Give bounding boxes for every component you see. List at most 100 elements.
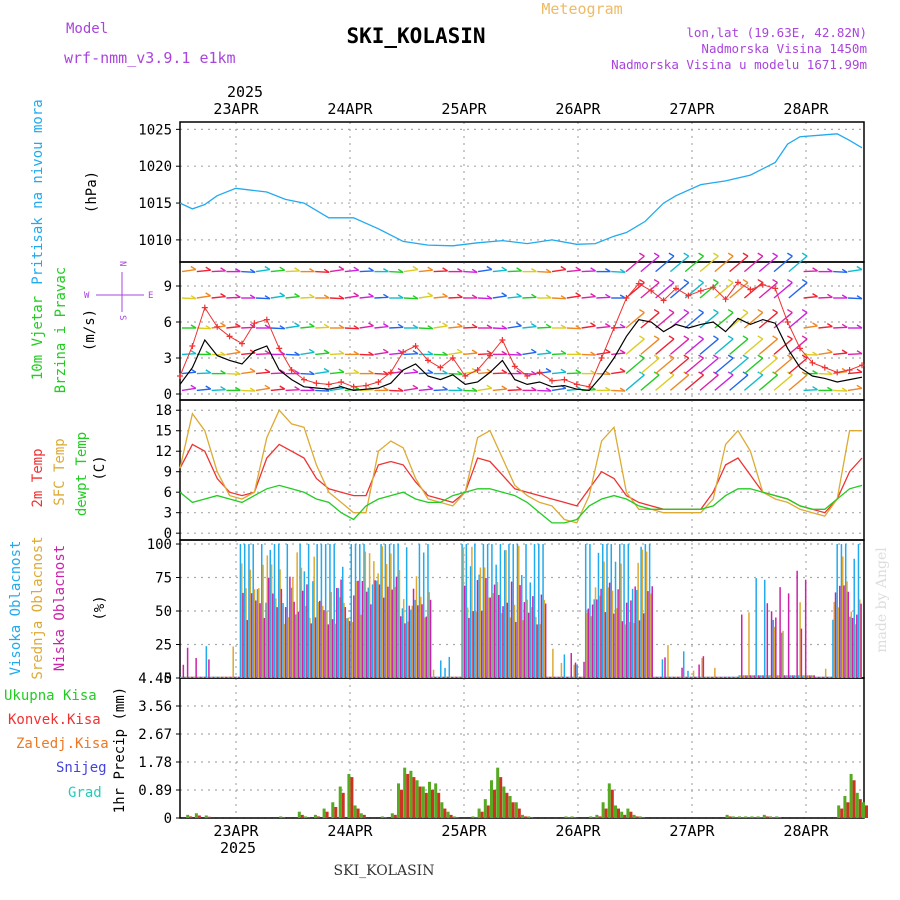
cloud-bar (621, 621, 624, 678)
cloud-bar (638, 620, 641, 678)
cloud-bar (415, 576, 418, 678)
precip-total-bar (725, 814, 729, 818)
cloud-bar (446, 676, 449, 678)
bottom-date-labels: 23APR 24APR 25APR 26APR 27APR 28APR (213, 822, 829, 840)
wind-barb (270, 295, 285, 299)
cloud-bar (382, 597, 385, 678)
pressure-ylabel: Pritisak na nivou mora (30, 99, 46, 284)
wind-barb-head (712, 252, 719, 257)
wind-barb-head (501, 350, 508, 356)
wind-barb-head (531, 293, 537, 298)
wind-barb-head (294, 322, 300, 327)
wind-barb (699, 255, 719, 273)
cloud-bar (856, 614, 858, 678)
cloud-bar (246, 620, 249, 678)
wind-barb-head (772, 278, 778, 284)
wind-barb-head (530, 348, 537, 353)
cloud-bar (211, 676, 213, 678)
pressure-series (179, 133, 863, 247)
cloud-bar (250, 593, 253, 678)
wind-barb (433, 389, 448, 392)
cloud-bar (458, 676, 460, 678)
cloud-bar (343, 602, 345, 678)
precip-total-bar (409, 770, 413, 818)
cloud-bar (700, 676, 702, 678)
precip-total-bar (434, 783, 438, 818)
wind-barb (433, 295, 448, 299)
wind-barb (315, 352, 330, 356)
wind-barb-head (471, 294, 478, 299)
cloud-bar (489, 597, 491, 678)
cloud-bar (340, 579, 342, 678)
wind-barb (581, 325, 596, 329)
bottom-date-label: 23APR (213, 822, 259, 840)
cloud-bar (600, 588, 602, 678)
wind-barb-head (786, 308, 793, 314)
wind-barb-head (190, 368, 197, 373)
wind-barb (492, 295, 507, 299)
cloud-bar (220, 676, 223, 678)
wind-barb-head (653, 308, 660, 314)
cloud-bar (292, 577, 294, 678)
cloud-bar (657, 676, 659, 678)
cloud-bar (191, 676, 193, 678)
wind-barb-head (856, 324, 863, 329)
wind-barb-head (812, 293, 818, 298)
cloud-bar (186, 647, 189, 678)
cloud-bar (397, 544, 399, 678)
precip-total-bar (738, 816, 741, 818)
wind-barb-head (604, 323, 611, 328)
precip-conv-bar (598, 816, 602, 818)
cloud-bar (287, 617, 290, 678)
wind-barb (773, 374, 793, 391)
cloud-bar (522, 620, 524, 678)
wind-barb-head (249, 367, 256, 373)
cloud-bar (577, 676, 580, 678)
cloud-bar (394, 586, 396, 678)
cloud-bar (252, 544, 254, 678)
wind-barb-head (220, 322, 226, 327)
model-name: wrf-nmm_v3.9.1 e1km (64, 49, 236, 67)
wind-barb-head (501, 325, 508, 330)
wind-barb-head (545, 387, 552, 392)
cloud-bar (371, 584, 374, 678)
wind-barb-head (826, 348, 833, 353)
precip-total-bar (601, 802, 605, 818)
wind-barb (699, 357, 719, 375)
cloud-bar (596, 599, 598, 678)
y-tick-label: 12 (155, 444, 172, 460)
cloud-bar (564, 676, 567, 678)
cloud-bar (356, 581, 358, 678)
wind-barb-head (486, 324, 493, 329)
wind-barb-head (757, 252, 764, 257)
cloud-bar (462, 548, 465, 678)
precip-total-bar (353, 805, 357, 818)
cloud-bar (786, 675, 789, 678)
wind-gust-point (722, 296, 729, 303)
cloud-bar (408, 605, 411, 678)
cloud-bar (662, 676, 665, 678)
cloud-bar (816, 676, 818, 678)
wind-barb (226, 372, 241, 375)
precip-conv-bar (741, 817, 744, 818)
cloud-bar (543, 599, 546, 678)
wind-barb-head (383, 370, 389, 375)
precip-conv-bar (480, 811, 484, 818)
wind-barb (181, 268, 196, 273)
wind-barb (477, 387, 492, 392)
cloud-bar (367, 587, 370, 678)
footer-station: SKI_KOLASIN (334, 863, 435, 879)
wind-barb (743, 312, 764, 329)
cloud-bar (843, 585, 845, 678)
wind-barb (818, 372, 833, 375)
bottom-year-label: 2025 (220, 839, 256, 857)
cloud-bar (309, 617, 311, 678)
wind-barb (389, 389, 404, 392)
cloud-bar (766, 603, 769, 678)
cloud-bar (563, 654, 566, 678)
cloud-bar (518, 545, 520, 678)
cloud-bar (781, 632, 783, 678)
cloud-bar (282, 602, 284, 678)
wind-barb-head (856, 295, 863, 300)
precip-total-bar (297, 811, 301, 818)
